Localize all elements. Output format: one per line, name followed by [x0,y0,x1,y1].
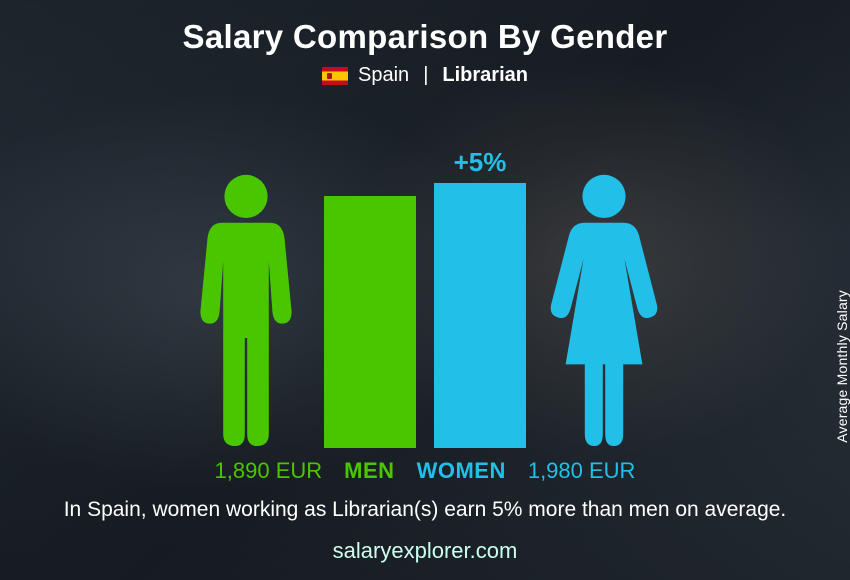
delta-label: +5% [454,147,507,178]
infographic-container: Salary Comparison By Gender Spain | Libr… [0,0,850,580]
female-figure-icon [544,168,664,448]
men-bar-fill [324,196,416,448]
men-salary-value: 1,890 EUR [215,458,323,484]
women-salary-value: 1,980 EUR [528,458,636,484]
page-title: Salary Comparison By Gender [183,18,668,56]
bars-group: +5% [324,183,526,448]
spain-flag-icon [322,67,348,85]
subtitle-row: Spain | Librarian [322,64,528,87]
subtitle-separator: | [419,64,432,87]
labels-row: 1,890 EUR MEN WOMEN 1,980 EUR [30,458,820,484]
men-side [186,168,306,448]
subtitle-job: Librarian [442,64,528,87]
women-side [544,168,664,448]
male-figure-icon [186,168,306,448]
men-bar [324,196,416,448]
subtitle-country: Spain [358,64,409,87]
summary-text: In Spain, women working as Librarian(s) … [64,496,787,524]
men-label: MEN [344,458,394,484]
women-label: WOMEN [417,458,506,484]
women-bar: +5% [434,183,526,448]
y-axis-label: Average Monthly Salary [834,290,850,443]
chart-area: +5% [30,97,820,448]
footer-source: salaryexplorer.com [333,538,518,564]
women-bar-fill [434,183,526,448]
